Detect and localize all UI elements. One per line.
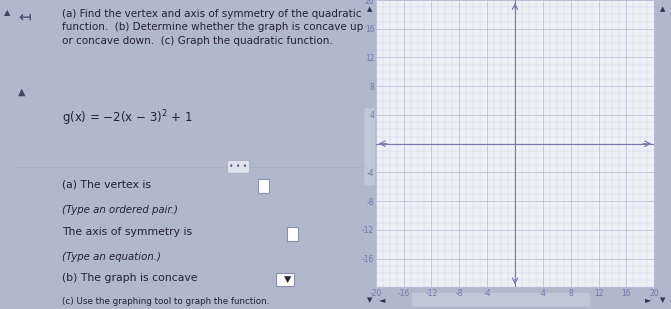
Text: ▲: ▲ [4,8,11,17]
Text: g(x) = $-$2(x $-$ 3)$^2$ + 1: g(x) = $-$2(x $-$ 3)$^2$ + 1 [62,108,192,128]
Text: (a) The vertex is: (a) The vertex is [62,179,154,189]
Text: ▲: ▲ [18,87,26,96]
Text: (c) Use the graphing tool to graph the function.: (c) Use the graphing tool to graph the f… [62,297,269,306]
Text: ►: ► [645,295,652,304]
Text: (Type an equation.): (Type an equation.) [62,252,160,262]
Text: ↤: ↤ [18,9,31,24]
Text: (b) The graph is concave: (b) The graph is concave [62,273,197,283]
Text: (Type an ordered pair.): (Type an ordered pair.) [62,205,178,215]
Text: ▼: ▼ [367,297,372,303]
FancyBboxPatch shape [364,108,375,185]
Text: ▲: ▲ [367,6,372,12]
FancyBboxPatch shape [412,293,590,307]
Text: (a) Find the vertex and axis of symmetry of the quadratic
function.  (b) Determi: (a) Find the vertex and axis of symmetry… [62,9,363,46]
Text: ▼: ▼ [660,297,666,303]
Text: ▼: ▼ [278,275,291,284]
Text: ▲: ▲ [660,6,666,12]
Text: The axis of symmetry is: The axis of symmetry is [62,227,195,237]
Text: ◄: ◄ [378,295,385,304]
Text: • • •: • • • [229,162,248,171]
